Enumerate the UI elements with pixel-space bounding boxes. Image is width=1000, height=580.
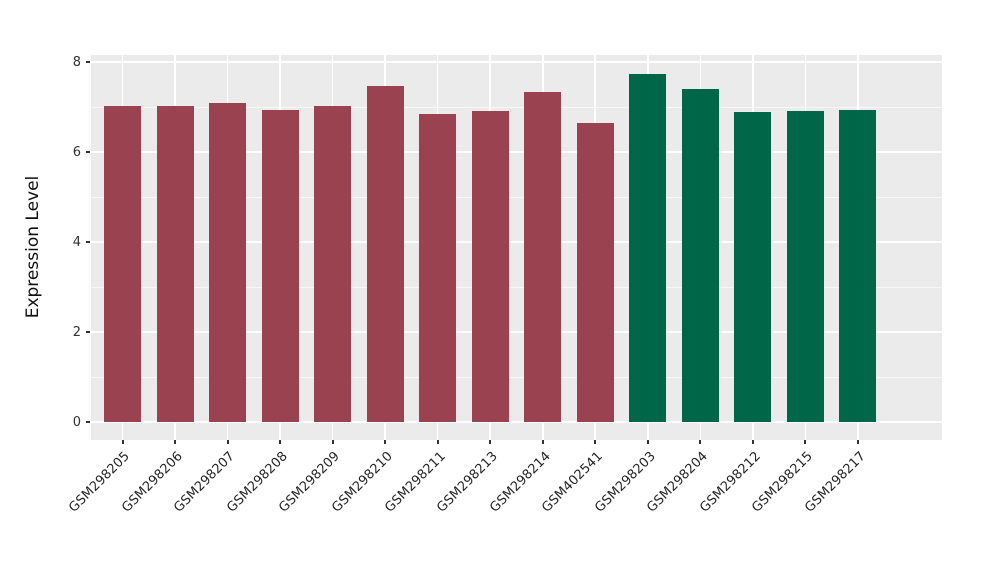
gridline-minor-y bbox=[91, 376, 942, 378]
bar-GSM298208 bbox=[261, 110, 299, 422]
y-tick-label: 8 bbox=[72, 54, 81, 70]
x-tick-mark bbox=[856, 440, 859, 444]
bar-GSM298205 bbox=[104, 105, 142, 422]
gridline-minor-y bbox=[91, 286, 942, 288]
bar-GSM298212 bbox=[734, 112, 772, 422]
x-tick-mark bbox=[699, 440, 702, 444]
x-tick-mark bbox=[436, 440, 439, 444]
x-tick-mark bbox=[804, 440, 807, 444]
y-tick-mark bbox=[86, 61, 90, 63]
bar-GSM298204 bbox=[681, 89, 719, 422]
x-tick-mark bbox=[279, 440, 282, 444]
bar-GSM298217 bbox=[839, 110, 877, 422]
bar-GSM298211 bbox=[419, 114, 457, 422]
plot-panel bbox=[91, 55, 942, 440]
y-tick-label: 6 bbox=[72, 144, 81, 160]
x-tick-mark bbox=[331, 440, 334, 444]
x-tick-mark bbox=[751, 440, 754, 444]
y-axis-title: Expression Level bbox=[23, 175, 43, 319]
x-tick-mark bbox=[646, 440, 649, 444]
bar-GSM298207 bbox=[209, 102, 247, 422]
x-tick-mark bbox=[174, 440, 177, 444]
gridline-major-y bbox=[91, 331, 942, 333]
bar-GSM298214 bbox=[524, 91, 562, 422]
x-tick-mark bbox=[384, 440, 387, 444]
gridline-minor-y bbox=[91, 196, 942, 198]
x-tick-mark bbox=[541, 440, 544, 444]
y-tick-mark bbox=[86, 331, 90, 333]
y-tick-mark bbox=[86, 241, 90, 243]
x-tick-mark bbox=[489, 440, 492, 444]
bar-GSM298209 bbox=[314, 106, 352, 422]
gridline-major-y bbox=[91, 151, 942, 153]
bar-GSM298203 bbox=[629, 74, 667, 422]
y-tick-mark bbox=[86, 421, 90, 423]
gridline-major-y bbox=[91, 241, 942, 243]
y-tick-mark bbox=[86, 151, 90, 153]
bar-GSM298206 bbox=[156, 105, 194, 422]
y-tick-label: 2 bbox=[72, 324, 81, 340]
x-tick-mark bbox=[121, 440, 124, 444]
y-tick-label: 0 bbox=[72, 414, 81, 430]
gridline-major-y bbox=[91, 421, 942, 423]
bar-GSM298213 bbox=[471, 110, 509, 422]
x-tick-mark bbox=[594, 440, 597, 444]
bar-GSM298210 bbox=[366, 85, 404, 422]
gridline-minor-y bbox=[91, 106, 942, 108]
bar-GSM298215 bbox=[786, 111, 824, 422]
bar-GSM402541 bbox=[576, 123, 614, 422]
x-tick-mark bbox=[226, 440, 229, 444]
y-tick-label: 4 bbox=[72, 234, 81, 250]
gridline-major-y bbox=[91, 61, 942, 63]
